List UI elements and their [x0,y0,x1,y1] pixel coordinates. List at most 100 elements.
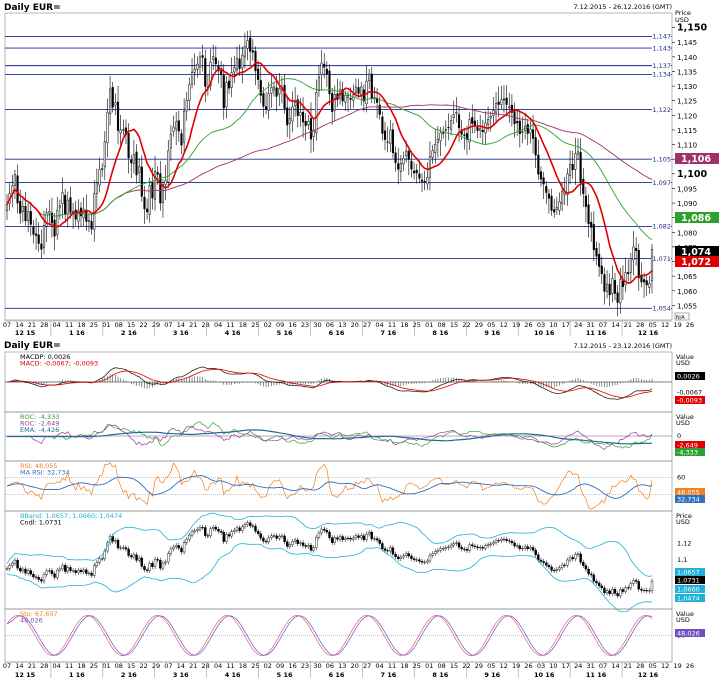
boll-candle-body [219,531,223,533]
candle-body [164,180,167,185]
indicators-title: Daily EUR= [4,341,61,351]
date-tick-day: 26 [524,321,532,329]
boll-candle-body [299,542,302,544]
candle-body [272,86,276,91]
date-tick-day: 17 [562,321,570,329]
candle-body [545,186,548,193]
price-panel-frame [4,12,673,321]
candle-body [161,184,165,203]
candle-body [624,272,627,286]
candle-body [420,179,424,182]
boll-candle-body [365,533,368,540]
boll-candle-body [518,545,522,550]
candle-body [442,132,445,134]
date-tick-day: 07 [3,321,11,329]
boll-candle-body [367,531,371,535]
boll-candle-body [63,565,67,572]
rsi-frame [4,460,673,512]
candle-body [643,279,646,283]
boll-candle-body [283,535,286,542]
candle-body [608,283,611,296]
level-label: 1,071 [652,255,671,263]
candle-body [241,54,244,69]
date-tick-month: 10 16 [534,671,555,679]
indicator-badge-label: -2,649 [677,441,698,449]
candle-body [196,63,199,70]
legend-entry: Cndl: 1,0731 [20,519,62,527]
boll-candle-body [90,572,93,576]
date-tick-month: 11 16 [586,329,607,337]
boll-candle-body [230,531,233,537]
boll-candle-body [550,566,553,571]
candle-body [64,194,67,215]
date-tick-day: 06 [326,662,334,670]
candle-body [230,72,233,88]
candle-body [415,169,418,174]
boll-candle-body [177,545,181,549]
boll-candle-body [238,527,241,531]
candle-body [534,137,537,156]
candle-body [584,195,587,207]
candle-body [521,131,524,133]
boll-candle-body [246,522,249,525]
boll-candle-body [582,562,585,566]
candle-body [605,283,609,292]
indicator-badge-label: 1,0657 [677,568,700,576]
candle-body [376,97,379,103]
candle-body [595,247,598,257]
boll-candle-body [130,555,133,558]
candle-body [489,115,492,119]
boll-candle-body [127,548,130,556]
level-label: 1,105 [652,155,671,163]
date-tick-day: 14 [15,321,23,329]
date-axis-price: 07 14 21 28 04 11 18 25 01 08 15 22 29 07 14 21 28 04 11 18… [3,320,694,337]
candle-body [122,129,125,131]
date-tick-month: 5 16 [277,671,293,679]
price-tick-label: 1,110 [677,142,697,150]
boll-candle-body [590,573,593,576]
date-tick-day: 04 [375,321,383,329]
candle-body [190,71,194,85]
candle-body [16,175,19,204]
candle-body [235,58,239,71]
indicator-badge [675,441,705,449]
date-tick-day: 13 [338,321,346,329]
candle-body [613,280,617,294]
boll-candle-body [278,535,281,539]
candle-body [32,226,35,235]
roc-line [7,424,653,451]
indicator-badge [675,629,705,637]
boll-candle-body [140,557,144,567]
candle-body [185,99,188,112]
candle-body [301,111,305,123]
candle-body [45,212,48,227]
boll-candle-body [426,560,429,563]
na-badge[interactable] [674,312,690,321]
date-tick-day: 12 [661,321,669,329]
indicator-badge-label: -0,0067 [677,388,702,396]
level-label-bg [652,304,671,312]
date-tick-month: 10 16 [534,329,555,337]
candle-body [621,280,624,287]
candle-body [619,279,622,304]
date-tick-day: 18 [239,662,247,670]
boll-candle-body [272,535,276,537]
boll-candle-body [262,537,265,542]
indicator-badge [675,448,705,456]
candle-body [246,40,249,49]
date-tick-day: 24 [574,662,582,670]
boll-candle-body [505,538,508,541]
date-tick-month: 7 16 [380,329,396,337]
boll-candle-body [555,569,559,571]
price-badge-label: 1,086 [681,213,711,224]
candle-body [344,95,347,103]
candle-body [294,101,297,107]
boll-candle-body [360,535,363,538]
